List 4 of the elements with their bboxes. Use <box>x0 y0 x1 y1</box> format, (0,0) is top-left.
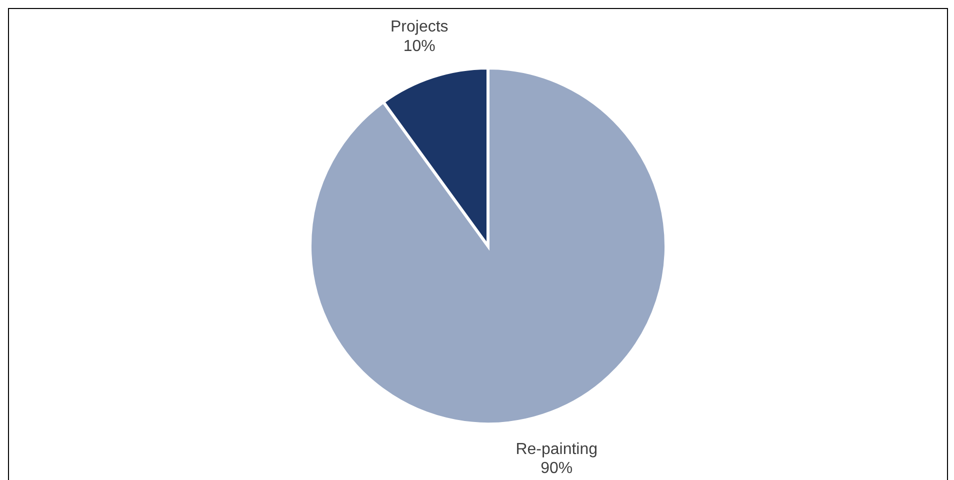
data-label: 10% <box>403 38 436 55</box>
slice-label: Projects <box>390 18 448 36</box>
data-label: 90% <box>540 460 573 478</box>
slice-label: Re-painting <box>516 440 598 458</box>
